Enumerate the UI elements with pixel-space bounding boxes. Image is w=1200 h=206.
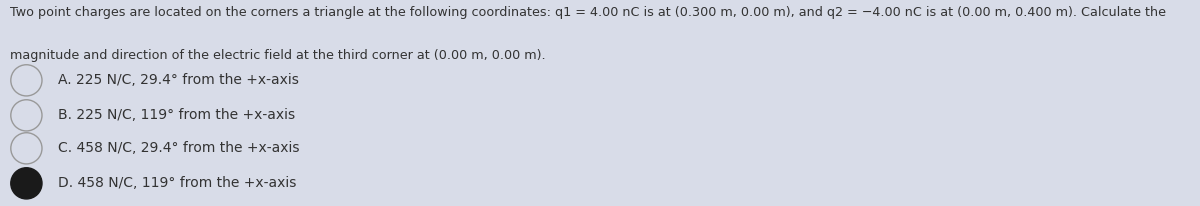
Ellipse shape <box>11 133 42 164</box>
Text: D. 458 N/C, 119° from the +x-axis: D. 458 N/C, 119° from the +x-axis <box>58 176 296 190</box>
Text: magnitude and direction of the electric field at the third corner at (0.00 m, 0.: magnitude and direction of the electric … <box>10 49 545 62</box>
Text: C. 458 N/C, 29.4° from the +x-axis: C. 458 N/C, 29.4° from the +x-axis <box>58 141 299 155</box>
Ellipse shape <box>11 65 42 96</box>
Ellipse shape <box>11 100 42 131</box>
Ellipse shape <box>11 168 42 199</box>
Text: Two point charges are located on the corners a triangle at the following coordin: Two point charges are located on the cor… <box>10 6 1165 19</box>
Text: B. 225 N/C, 119° from the +x-axis: B. 225 N/C, 119° from the +x-axis <box>58 108 295 122</box>
Text: A. 225 N/C, 29.4° from the +x-axis: A. 225 N/C, 29.4° from the +x-axis <box>58 73 299 87</box>
